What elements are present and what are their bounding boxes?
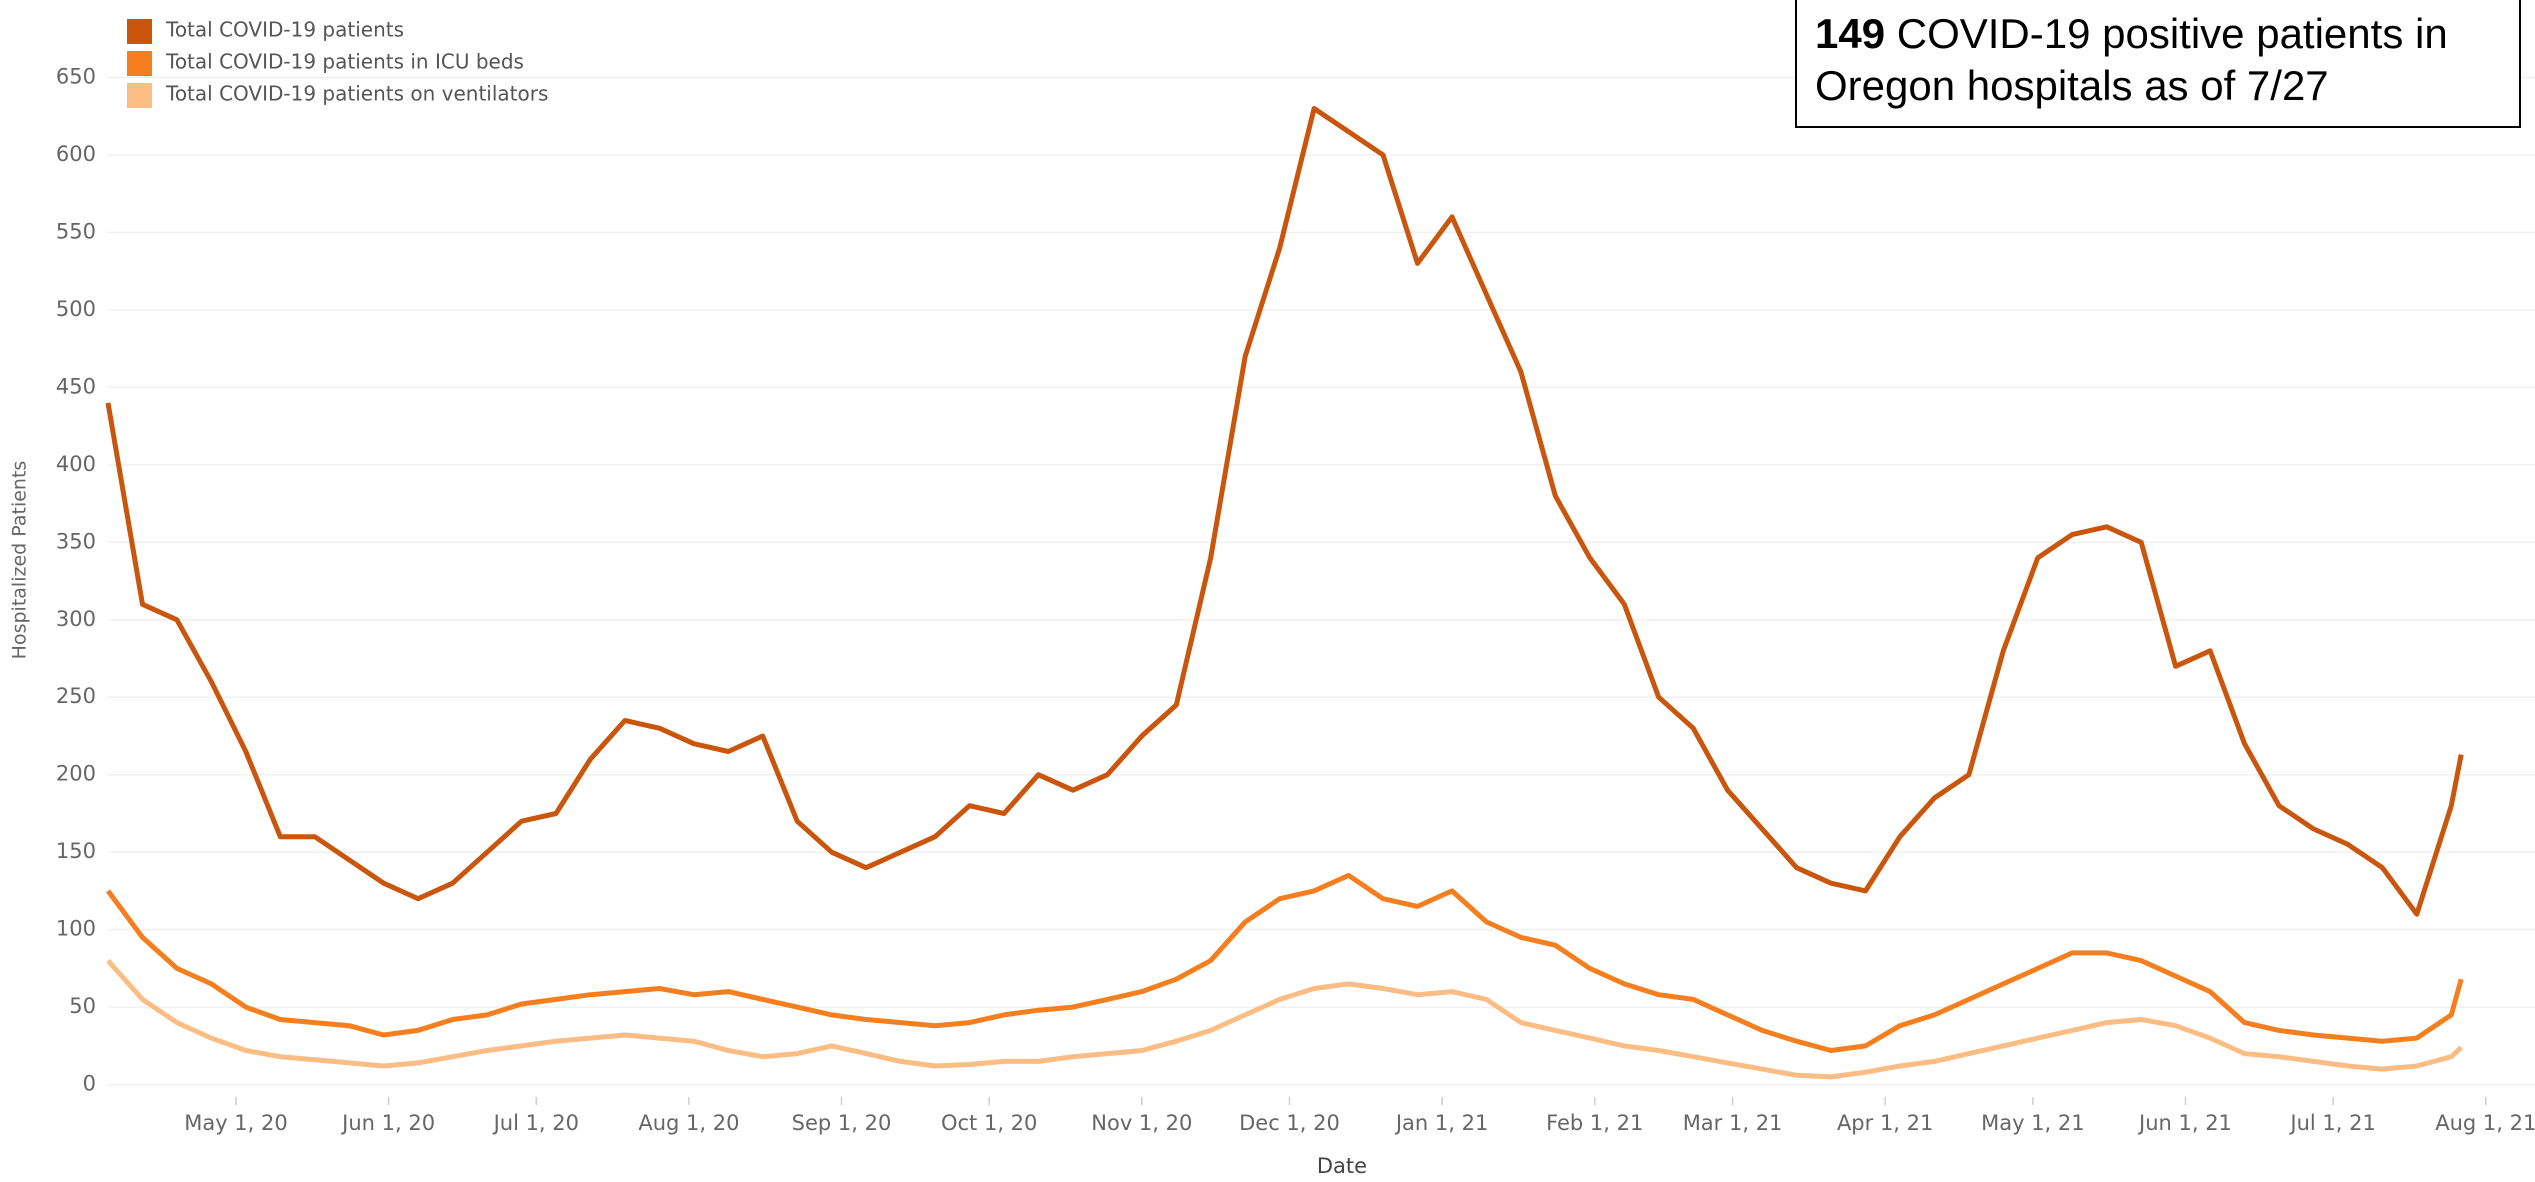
x-tick-label: Apr 1, 21 [1837, 1111, 1933, 1135]
x-tick-label: Nov 1, 20 [1091, 1111, 1192, 1135]
y-tick-label: 550 [56, 219, 96, 243]
line [105, 106, 2464, 917]
x-tick-label: Aug 1, 20 [638, 1111, 739, 1135]
legend-swatch [127, 19, 152, 44]
annotation-text: COVID-19 positive patients in [1896, 10, 2448, 57]
x-tick-label: Mar 1, 21 [1683, 1111, 1783, 1135]
x-tick-label: Jun 1, 21 [2137, 1111, 2232, 1135]
x-tick-label: Sep 1, 20 [792, 1111, 892, 1135]
x-tick-label: May 1, 20 [184, 1111, 288, 1135]
y-tick-label: 300 [56, 607, 96, 631]
y-tick-label: 150 [56, 839, 96, 863]
annotation: 149 COVID-19 positive patients in Oregon… [1795, 0, 2521, 128]
y-tick-label: 400 [56, 452, 96, 476]
legend-swatch [127, 51, 152, 76]
line [106, 958, 2463, 1080]
y-tick-label: 650 [56, 64, 96, 88]
x-tick-label: Jun 1, 20 [340, 1111, 435, 1135]
y-tick-label: 250 [56, 684, 96, 708]
x-axis-label: Date [1317, 1154, 1367, 1178]
x-tick-label: May 1, 21 [1981, 1111, 2085, 1135]
legend-label: Total COVID-19 patients on ventilators [165, 82, 548, 106]
annotation-text: Oregon hospitals as of 7/27 [1815, 62, 2329, 109]
y-tick-label: 100 [56, 917, 96, 941]
legend-label: Total COVID-19 patients [165, 18, 404, 42]
y-tick-label: 350 [56, 529, 96, 553]
y-tick-label: 450 [56, 374, 96, 398]
annotation-line: 149 COVID-19 positive patients in [1815, 8, 2501, 60]
y-tick-label: 0 [83, 1072, 96, 1096]
x-tick-label: Jan 1, 21 [1394, 1111, 1488, 1135]
legend-label: Total COVID-19 patients in ICU beds [165, 50, 524, 74]
y-tick-label: 500 [56, 297, 96, 321]
legend-swatch [127, 83, 152, 108]
annotation-number: 149 [1815, 10, 1886, 57]
x-tick-label: Feb 1, 21 [1546, 1111, 1643, 1135]
x-tick-label: Jul 1, 20 [492, 1111, 579, 1135]
x-tick-label: Jul 1, 21 [2288, 1111, 2375, 1135]
y-tick-label: 200 [56, 762, 96, 786]
x-tick-label: Aug 1, 21 [2435, 1111, 2535, 1135]
y-tick-label: 50 [69, 994, 96, 1018]
x-tick-label: Dec 1, 20 [1239, 1111, 1340, 1135]
line [105, 872, 2464, 1053]
y-tick-label: 600 [56, 142, 96, 166]
x-tick-label: Oct 1, 20 [941, 1111, 1037, 1135]
y-axis-label: Hospitalized Patients [9, 461, 31, 660]
